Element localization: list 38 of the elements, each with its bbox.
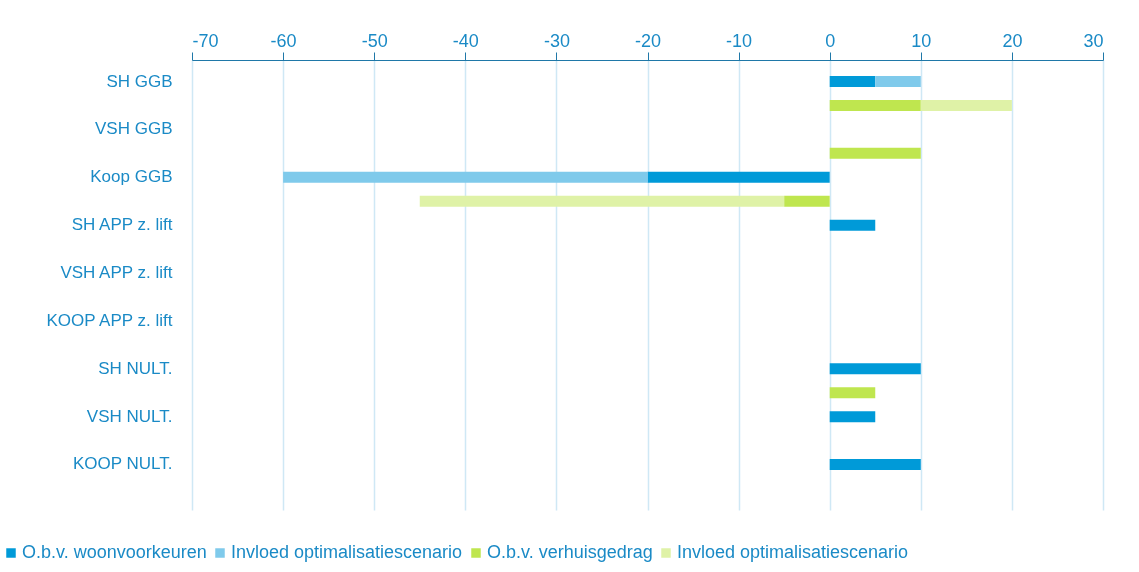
bar: [920, 99, 1012, 111]
x-tick-label: -10: [726, 30, 753, 51]
x-tick-label: -70: [192, 30, 219, 51]
legend-label: O.b.v. verhuisgedrag: [487, 542, 653, 562]
bar: [419, 195, 785, 207]
bar: [784, 195, 830, 207]
bar: [647, 171, 830, 183]
y-tick-label: SH APP z. lift: [71, 215, 173, 235]
x-tick-label: 20: [1002, 30, 1023, 51]
bar: [829, 76, 876, 88]
bar: [829, 147, 921, 159]
bar: [829, 411, 876, 423]
y-tick-label: Koop GGB: [90, 167, 173, 187]
bar: [283, 171, 648, 183]
x-tick-label: -40: [452, 30, 479, 51]
y-tick-label: VSH NULT.: [86, 406, 173, 426]
bar: [829, 363, 921, 375]
x-tick-label: 30: [1083, 30, 1104, 51]
bar: [829, 99, 921, 111]
y-tick-label: VSH GGB: [95, 119, 173, 139]
x-tick-label: -50: [361, 30, 388, 51]
x-tick-label: -60: [270, 30, 297, 51]
y-tick-label: SH NULT.: [98, 358, 173, 378]
x-tick-label: 0: [825, 30, 836, 51]
legend-label: Invloed optimalisatiescenario: [231, 542, 463, 562]
bar: [829, 387, 876, 399]
y-tick-label: KOOP NULT.: [72, 454, 173, 474]
legend-label: Invloed optimalisatiescenario: [677, 542, 909, 562]
legend-label: O.b.v. woonvoorkeuren: [22, 542, 207, 562]
y-tick-label: KOOP APP z. lift: [46, 310, 173, 330]
x-tick-label: -30: [543, 30, 570, 51]
x-tick-label: 10: [911, 30, 932, 51]
x-tick-label: -20: [634, 30, 662, 51]
bar: [829, 219, 876, 231]
y-tick-label: SH GGB: [106, 71, 173, 91]
y-tick-label: VSH APP z. lift: [60, 263, 173, 282]
bar: [875, 76, 921, 88]
bar: [829, 459, 921, 471]
